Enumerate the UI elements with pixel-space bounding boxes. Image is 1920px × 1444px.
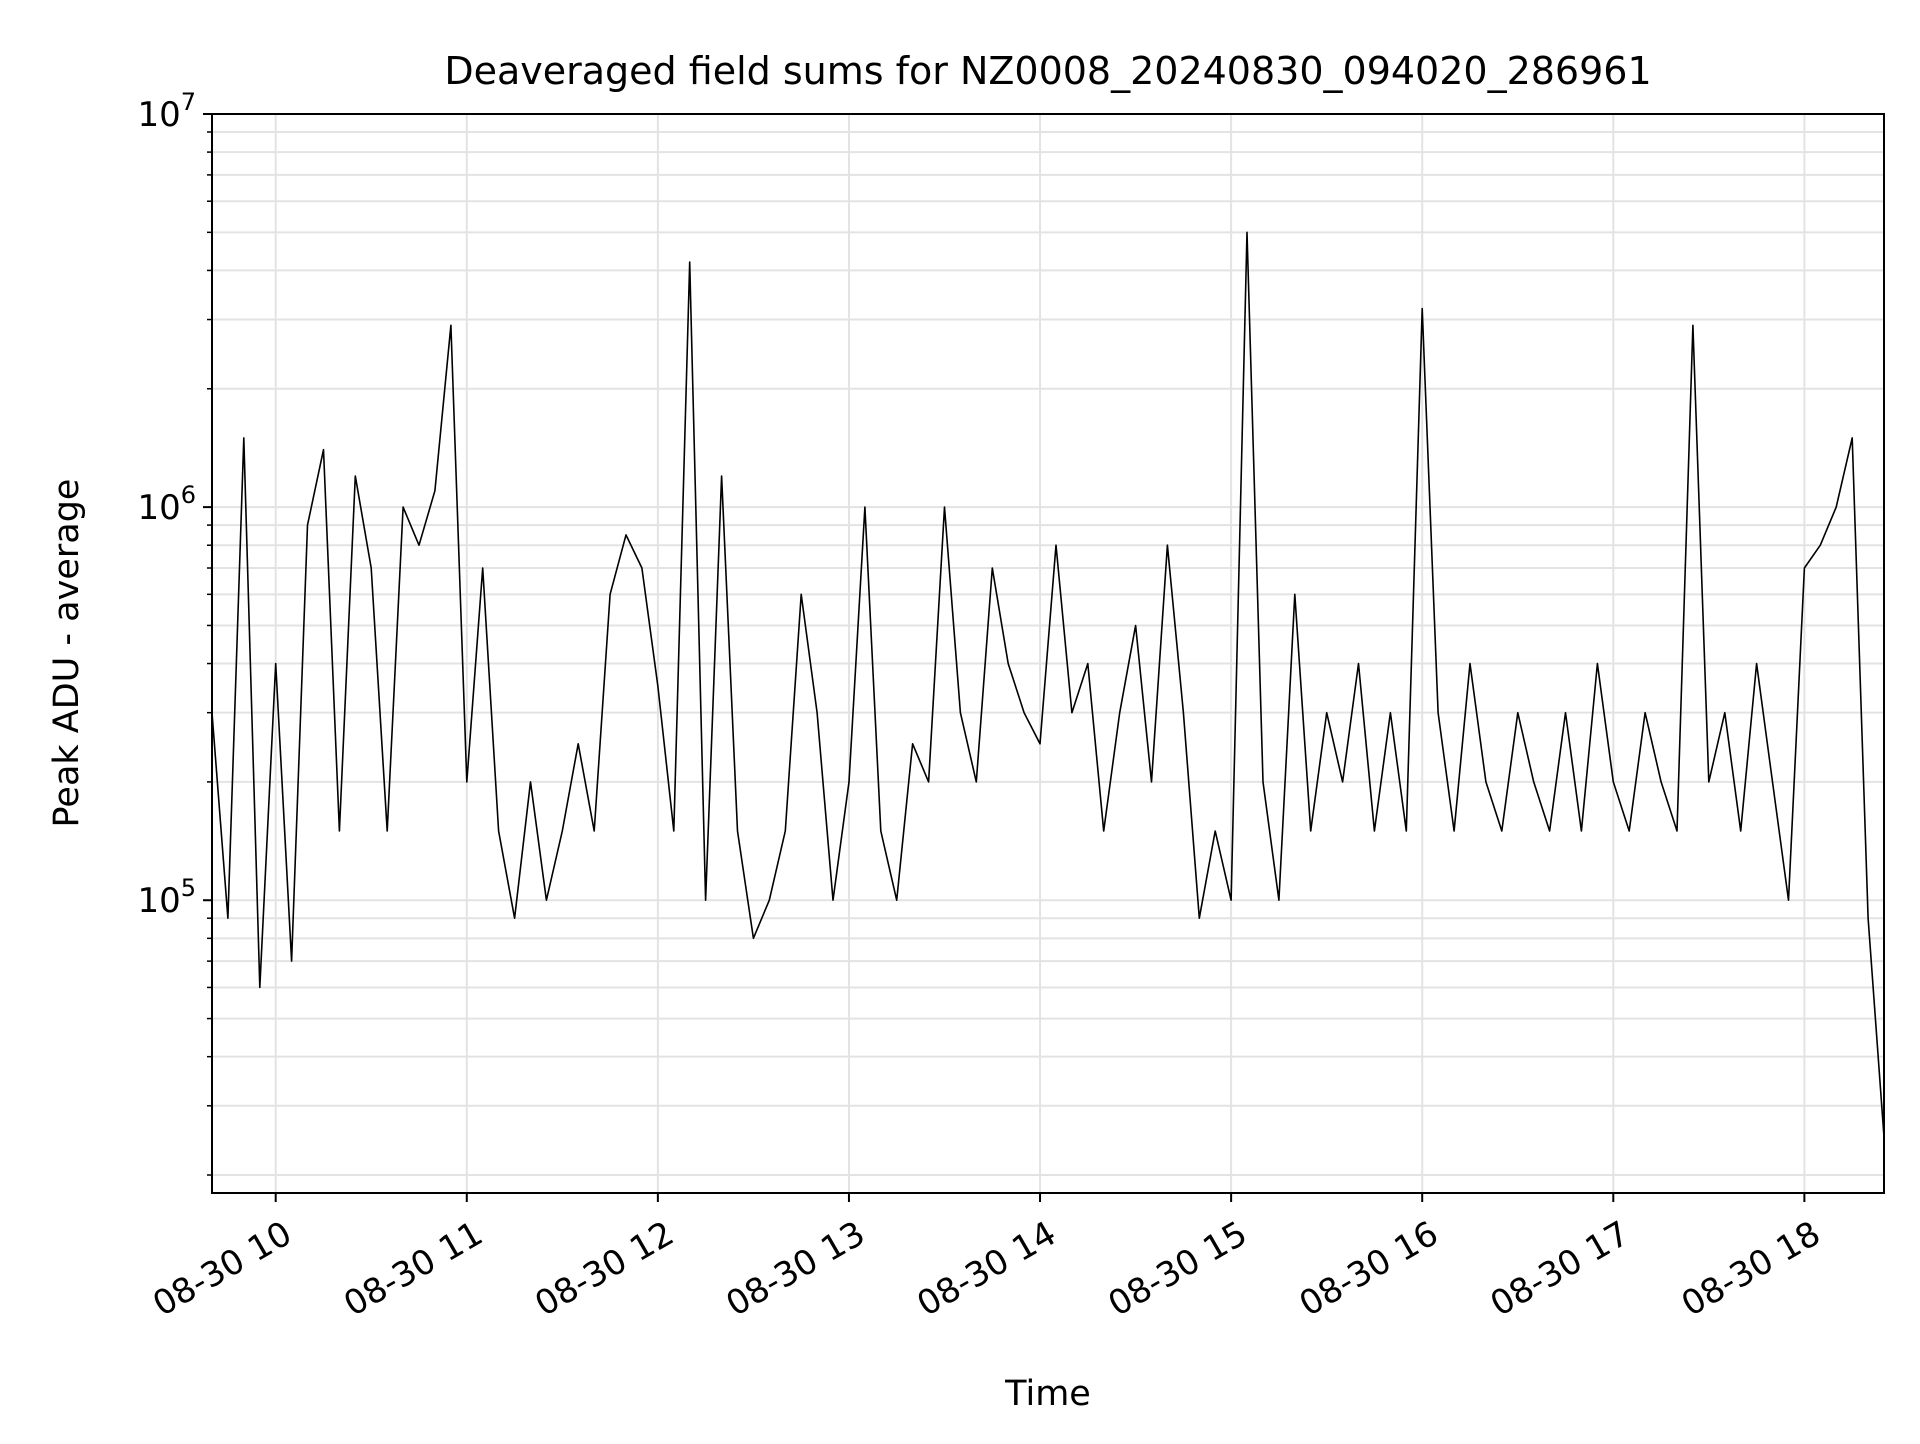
- x-axis-label: Time: [1004, 1374, 1091, 1414]
- series-line: [211, 231, 1885, 1137]
- y-tick-label: 105: [137, 874, 196, 921]
- grid: [212, 113, 1884, 1193]
- y-axis-label: Peak ADU - average: [47, 479, 87, 828]
- plot-frame: [211, 113, 1885, 1194]
- series-layer: [211, 231, 1885, 1137]
- y-tick-label: 106: [137, 481, 196, 528]
- chart-title: Deaveraged field sums for NZ0008_2024083…: [444, 49, 1651, 93]
- y-tick-label: 107: [137, 88, 196, 135]
